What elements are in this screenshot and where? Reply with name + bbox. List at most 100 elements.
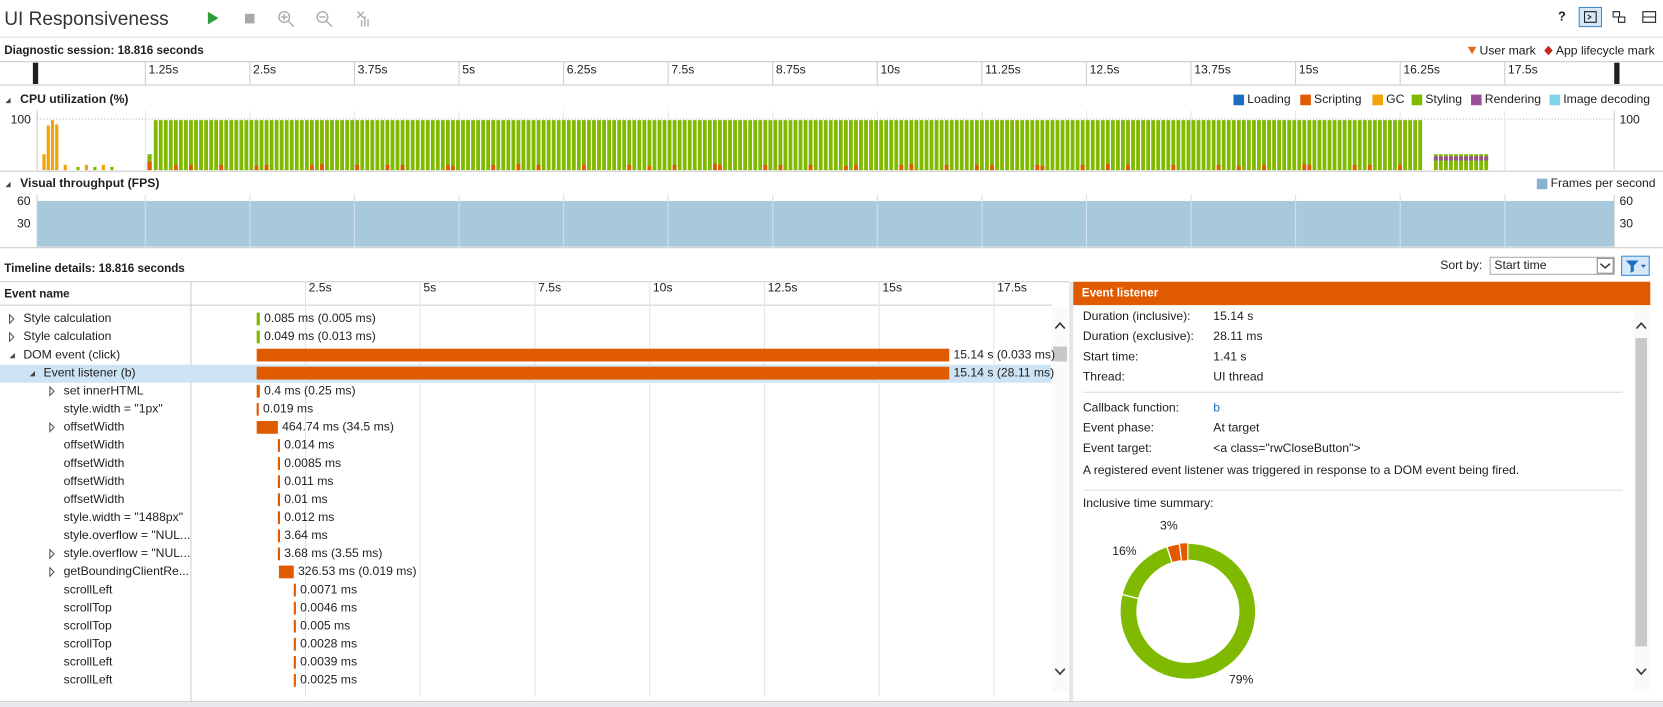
cpu-bar [1454,154,1458,171]
cpu-bar [219,120,224,171]
cpu-bar [632,120,637,171]
cpu-bar [899,120,904,171]
cpu-bar [894,120,899,171]
sort-select[interactable] [1489,256,1615,275]
cpu-bar [189,120,193,171]
ruler-label: 5s [462,62,475,76]
cpu-bar [672,120,677,171]
cpu-bar [445,120,450,171]
scroll-down[interactable] [1054,668,1066,676]
scroll-up[interactable] [1054,322,1066,330]
event-duration: 0.019 ms [263,402,313,416]
event-duration: 0.012 ms [284,510,334,524]
cpu-bar [798,120,803,171]
help-button[interactable]: ? [1558,8,1566,23]
cpu-bar [239,120,244,171]
cpu-bar [1449,154,1453,171]
ruler-label: 6.25s [567,62,597,76]
cpu-bar [76,166,80,171]
zoom-in-button[interactable] [278,11,295,28]
cpu-bar [1398,120,1402,171]
panel-button[interactable] [1642,11,1657,23]
expand-icon[interactable] [49,421,55,433]
cpu-bar [461,120,465,171]
cpu-bar [445,164,450,171]
field-value[interactable]: b [1213,400,1220,414]
cpu-bar [1216,164,1221,171]
cpu-bar [602,120,606,171]
cpu-bar [889,120,894,171]
cpu-bar [178,120,183,171]
scroll-up[interactable] [1635,322,1647,330]
stop-button[interactable] [244,13,255,24]
timeline-label: 15s [882,280,902,294]
cpu-bar [526,120,531,171]
expand-icon[interactable] [49,566,55,578]
start-button[interactable] [207,11,219,25]
mark-icon [1467,46,1477,55]
collapse-icon[interactable] [9,352,15,359]
cpu-bar [521,120,526,171]
range-handle[interactable] [1614,62,1620,84]
event-duration: 15.14 s (28.11 ms) [953,365,1054,379]
panel-scroll-thumb[interactable] [1635,338,1648,647]
splitter[interactable] [1069,281,1074,702]
event-name: Event listener (b) [43,365,135,379]
event-name: offsetWidth [64,492,125,506]
arrow-icon [1599,263,1611,269]
range-handle[interactable] [32,62,39,84]
cpu-bar [682,120,687,171]
cpu-bar [1469,156,1473,161]
expand-icon[interactable] [49,548,55,560]
event-bar [256,421,278,434]
event-duration: 0.0085 ms [284,456,341,470]
cpu-bar [551,120,556,171]
cpu-bar [773,120,778,171]
cpu-bar [612,120,617,171]
cpu-bar [269,120,274,171]
cpu-bar [884,120,889,171]
scrollbar[interactable] [1052,307,1069,692]
cpu-bar [783,120,788,171]
event-name: style.width = "1488px" [64,510,183,524]
legend-label: Styling [1425,92,1462,106]
cpu-bar [380,120,385,171]
cpu-bar [1252,120,1256,171]
cpu-bar [571,120,576,171]
expand-icon[interactable] [9,331,15,343]
collapse-icon[interactable] [5,181,11,188]
event-bar [278,565,294,579]
clear-selection-button[interactable] [356,11,369,27]
collapse-icon[interactable] [5,97,11,104]
select-arrow[interactable] [1596,257,1614,274]
expand-icon[interactable] [9,313,15,325]
event-name: getBoundingClientRe... [64,564,189,578]
event-name: DOM event (click) [23,347,120,361]
expand-icon[interactable] [49,385,55,397]
event-name: Style calculation [23,311,111,325]
event-duration: 0.0046 ms [300,600,357,614]
cpu-bar [209,120,214,171]
axis-label: 30 [1620,217,1634,231]
layout-button[interactable] [1612,11,1626,23]
cpu-bar [325,120,329,171]
cpu-bar [279,120,284,171]
cpu-bar [1050,120,1055,171]
cpu-bar [697,120,702,171]
cpu-bar [1317,120,1322,171]
cpu-bar [224,120,229,171]
event-bar [293,583,296,597]
cpu-bar [294,120,299,171]
scroll-down[interactable] [1635,668,1647,676]
event-name: style.overflow = "NUL... [64,546,191,560]
cpu-bar [486,120,491,171]
zoom-out-button[interactable] [316,11,333,28]
scroll-thumb[interactable] [1053,346,1067,362]
event-duration: 0.0028 ms [300,636,357,650]
cpu-bar [440,120,445,171]
cpu-bar [617,120,622,171]
cpu-bar [506,120,511,171]
axis-label: 60 [17,194,31,208]
cpu-bar [1126,164,1130,171]
